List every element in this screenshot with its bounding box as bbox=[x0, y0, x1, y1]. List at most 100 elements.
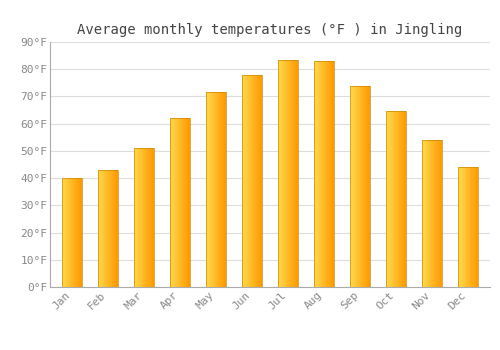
Bar bbox=[185, 118, 186, 287]
Bar bbox=[350, 85, 351, 287]
Bar bbox=[187, 118, 188, 287]
Bar bbox=[399, 111, 400, 287]
Bar bbox=[441, 140, 442, 287]
Bar bbox=[225, 92, 226, 287]
Bar bbox=[405, 111, 406, 287]
Bar bbox=[219, 92, 220, 287]
Bar bbox=[188, 118, 189, 287]
Bar bbox=[279, 60, 280, 287]
Bar bbox=[143, 148, 144, 287]
Bar bbox=[397, 111, 398, 287]
Bar bbox=[369, 85, 370, 287]
Bar bbox=[387, 111, 388, 287]
Bar bbox=[73, 178, 74, 287]
Bar bbox=[476, 167, 477, 287]
Bar bbox=[179, 118, 180, 287]
Bar bbox=[398, 111, 399, 287]
Bar bbox=[81, 178, 82, 287]
Bar bbox=[242, 75, 244, 287]
Bar bbox=[254, 75, 256, 287]
Bar bbox=[314, 61, 334, 287]
Bar bbox=[392, 111, 393, 287]
Bar bbox=[434, 140, 435, 287]
Bar bbox=[139, 148, 140, 287]
Bar bbox=[223, 92, 224, 287]
Bar bbox=[391, 111, 392, 287]
Bar bbox=[145, 148, 146, 287]
Bar bbox=[458, 167, 459, 287]
Bar bbox=[429, 140, 430, 287]
Bar bbox=[144, 148, 145, 287]
Bar bbox=[66, 178, 67, 287]
Bar bbox=[170, 118, 190, 287]
Bar bbox=[177, 118, 178, 287]
Bar bbox=[462, 167, 463, 287]
Bar bbox=[208, 92, 210, 287]
Bar bbox=[258, 75, 259, 287]
Bar bbox=[218, 92, 219, 287]
Bar bbox=[76, 178, 77, 287]
Bar bbox=[432, 140, 433, 287]
Bar bbox=[386, 111, 406, 287]
Bar bbox=[175, 118, 176, 287]
Bar bbox=[206, 92, 226, 287]
Bar bbox=[350, 85, 370, 287]
Bar bbox=[278, 60, 279, 287]
Bar bbox=[150, 148, 151, 287]
Bar bbox=[288, 60, 290, 287]
Bar bbox=[400, 111, 401, 287]
Bar bbox=[438, 140, 439, 287]
Bar bbox=[358, 85, 359, 287]
Bar bbox=[326, 61, 328, 287]
Bar bbox=[365, 85, 366, 287]
Bar bbox=[103, 170, 104, 287]
Bar bbox=[100, 170, 101, 287]
Bar bbox=[330, 61, 332, 287]
Bar bbox=[328, 61, 330, 287]
Bar bbox=[134, 148, 154, 287]
Bar bbox=[142, 148, 143, 287]
Bar bbox=[460, 167, 461, 287]
Bar bbox=[320, 61, 321, 287]
Bar bbox=[184, 118, 185, 287]
Bar bbox=[424, 140, 425, 287]
Bar bbox=[152, 148, 153, 287]
Bar bbox=[183, 118, 184, 287]
Bar bbox=[422, 140, 423, 287]
Bar bbox=[359, 85, 360, 287]
Bar bbox=[180, 118, 181, 287]
Bar bbox=[242, 75, 262, 287]
Bar bbox=[178, 118, 179, 287]
Bar bbox=[440, 140, 441, 287]
Bar bbox=[110, 170, 111, 287]
Bar bbox=[138, 148, 139, 287]
Bar bbox=[284, 60, 286, 287]
Bar bbox=[186, 118, 187, 287]
Bar bbox=[77, 178, 78, 287]
Bar bbox=[173, 118, 174, 287]
Bar bbox=[473, 167, 474, 287]
Bar bbox=[316, 61, 317, 287]
Bar bbox=[402, 111, 403, 287]
Bar bbox=[146, 148, 147, 287]
Bar bbox=[182, 118, 183, 287]
Bar bbox=[357, 85, 358, 287]
Bar bbox=[136, 148, 137, 287]
Bar bbox=[352, 85, 353, 287]
Bar bbox=[212, 92, 214, 287]
Bar bbox=[356, 85, 357, 287]
Bar bbox=[401, 111, 402, 287]
Bar bbox=[147, 148, 148, 287]
Bar bbox=[80, 178, 81, 287]
Bar bbox=[290, 60, 292, 287]
Title: Average monthly temperatures (°F ) in Jingling: Average monthly temperatures (°F ) in Ji… bbox=[78, 23, 462, 37]
Bar bbox=[214, 92, 215, 287]
Bar bbox=[246, 75, 248, 287]
Bar bbox=[74, 178, 75, 287]
Bar bbox=[353, 85, 354, 287]
Bar bbox=[431, 140, 432, 287]
Bar bbox=[292, 60, 294, 287]
Bar bbox=[111, 170, 112, 287]
Bar bbox=[106, 170, 107, 287]
Bar bbox=[461, 167, 462, 287]
